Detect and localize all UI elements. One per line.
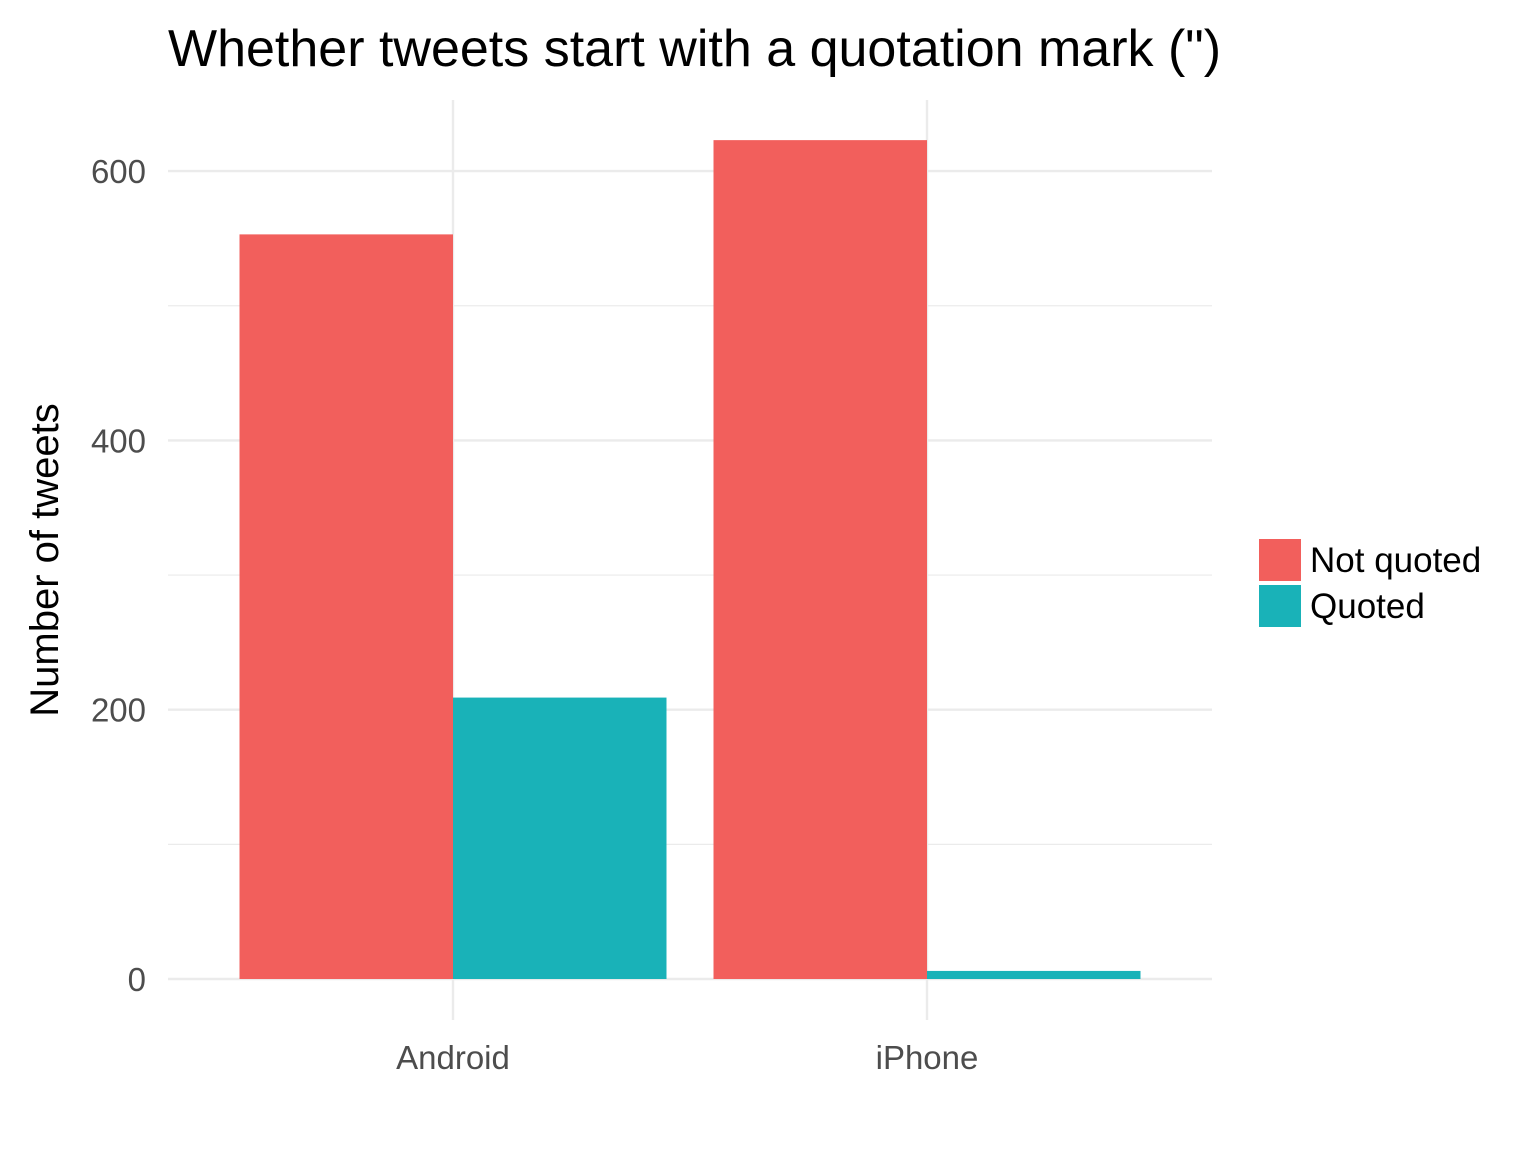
x-tick-label: Android (396, 1039, 510, 1076)
y-axis-ticks: 0 200 400 600 (91, 153, 146, 998)
bar (453, 697, 667, 979)
bar (713, 140, 927, 979)
legend-label: Quoted (1310, 587, 1425, 626)
y-axis-title: Number of tweets (23, 403, 67, 716)
y-tick-label: 400 (91, 422, 146, 459)
legend-label: Not quoted (1310, 541, 1481, 580)
y-tick-label: 600 (91, 153, 146, 190)
legend-key (1259, 539, 1301, 581)
bar (927, 970, 1141, 979)
chart-title: Whether tweets start with a quotation ma… (168, 20, 1221, 78)
legend: Not quoted Quoted (1259, 539, 1481, 627)
y-tick-label: 0 (128, 961, 146, 998)
x-axis-ticks: Android iPhone (396, 1039, 978, 1076)
x-tick-label: iPhone (876, 1039, 979, 1076)
y-tick-label: 200 (91, 692, 146, 729)
legend-key (1259, 585, 1301, 627)
bars (239, 140, 1141, 979)
bar (239, 234, 453, 979)
